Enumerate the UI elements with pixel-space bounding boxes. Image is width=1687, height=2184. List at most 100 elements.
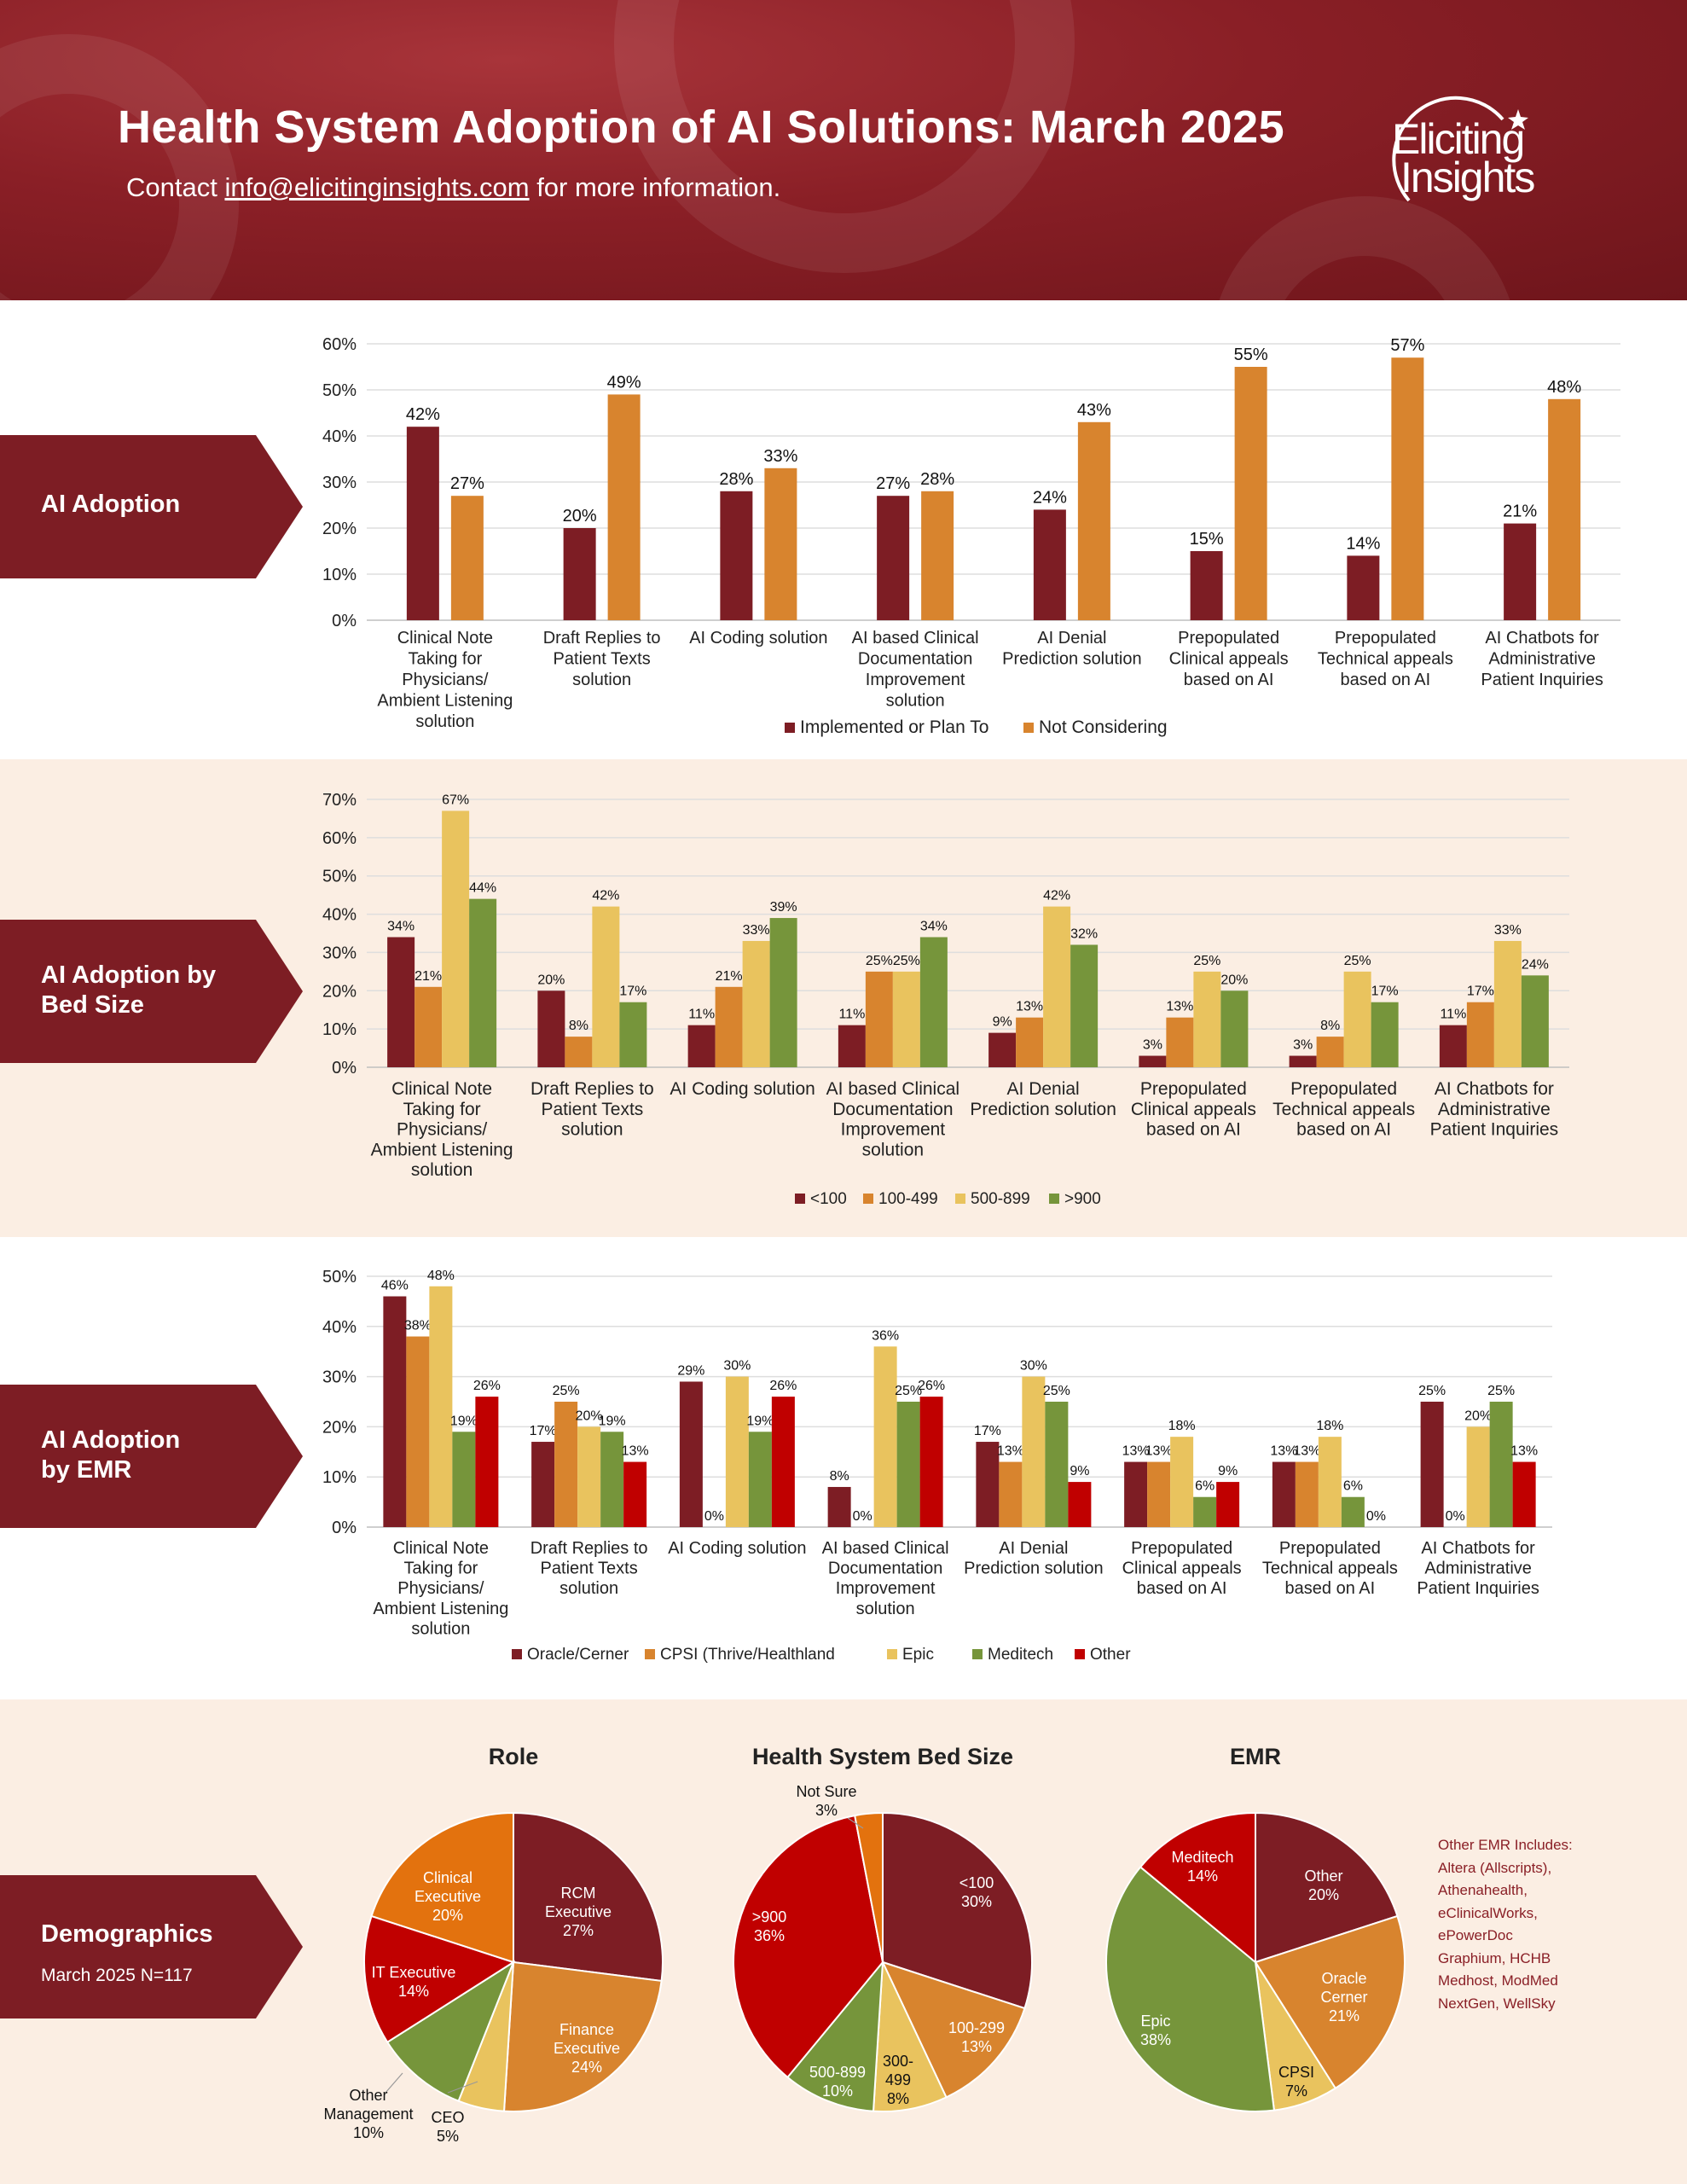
- data-label: 11%: [1440, 1008, 1466, 1022]
- bar: [1193, 971, 1221, 1067]
- data-label: 26%: [473, 1379, 501, 1393]
- data-label: 13%: [1166, 1000, 1193, 1014]
- category-label: Patient Inquiries: [1417, 1579, 1539, 1598]
- data-label: 13%: [622, 1444, 649, 1459]
- demographics-label-text: Demographics: [41, 1920, 213, 1948]
- bar: [1077, 421, 1110, 620]
- bar: [687, 1025, 716, 1067]
- bar: [577, 1426, 601, 1527]
- data-label: 25%: [553, 1384, 580, 1398]
- data-label: 39%: [770, 900, 797, 915]
- category-label: Prepopulated: [1335, 629, 1436, 648]
- category-label: Patient Texts: [554, 650, 651, 669]
- category-label: Prepopulated: [1178, 629, 1279, 648]
- pie-slice: [1255, 1811, 1399, 1964]
- category-label: Taking for: [404, 1560, 478, 1578]
- pie-title: Health System Bed Size: [752, 1744, 1013, 1769]
- bar: [1420, 1402, 1444, 1527]
- bar: [1512, 1461, 1536, 1527]
- data-label: 14%: [1346, 534, 1380, 553]
- category-label: based on AI: [1341, 671, 1431, 689]
- data-label: 25%: [1043, 1384, 1070, 1398]
- bar: [1220, 990, 1249, 1067]
- data-label: 57%: [1390, 336, 1424, 355]
- bar: [1068, 1482, 1092, 1527]
- category-label: based on AI: [1285, 1579, 1376, 1598]
- data-label: 3%: [1143, 1038, 1162, 1053]
- y-tick-label: 50%: [322, 1268, 357, 1287]
- y-tick-label: 20%: [322, 982, 357, 1001]
- bar: [1343, 971, 1371, 1067]
- bed-size-chart: 0% 10% 20% 30% 40% 50% 60% 70% 34% 21% 67% 44% Clini…: [322, 791, 1569, 1208]
- category-label: Improvement: [836, 1579, 936, 1598]
- data-label: 43%: [1077, 401, 1111, 420]
- category-label: Draft Replies to: [543, 629, 661, 648]
- legend-swatch: [1049, 1194, 1059, 1204]
- pie-label: Other 20%: [1304, 1867, 1342, 1903]
- emr-label: AI Adoption by EMR: [0, 1385, 303, 1528]
- y-tick-label: 60%: [322, 829, 357, 848]
- data-label: 25%: [893, 954, 920, 968]
- data-label: 19%: [599, 1414, 626, 1428]
- contact-email-link[interactable]: info@elicitinginsights.com: [224, 172, 530, 202]
- data-label: 9%: [1218, 1464, 1238, 1478]
- legend-swatch: [795, 1194, 805, 1204]
- bar: [1466, 1426, 1490, 1527]
- bar: [469, 898, 497, 1067]
- bar: [679, 1381, 703, 1527]
- data-label: 8%: [830, 1469, 849, 1484]
- category-label: Technical appeals: [1272, 1100, 1415, 1119]
- pie-label: Oracle Cerner 21%: [1320, 1970, 1367, 2024]
- data-label: 34%: [387, 919, 415, 933]
- y-tick-label: 50%: [322, 381, 357, 400]
- legend-swatch: [887, 1649, 897, 1659]
- bar: [1548, 398, 1581, 620]
- bed-size-pie-chart: Health System Bed Size <100 30% 100-299 13% 3…: [733, 1744, 1033, 2112]
- category-label: Administrative: [1438, 1100, 1551, 1119]
- y-tick-label: 50%: [322, 868, 357, 886]
- data-label: 17%: [974, 1424, 1001, 1438]
- bar: [1033, 509, 1066, 620]
- data-label: 48%: [427, 1269, 455, 1283]
- data-label: 27%: [450, 474, 484, 493]
- bar: [877, 496, 910, 620]
- pie-label: >900 36%: [752, 1908, 787, 1944]
- legend-entry: CPSI (Thrive/Healthland: [660, 1646, 835, 1664]
- category-label: Physicians/: [402, 671, 489, 689]
- data-label: 25%: [1193, 954, 1220, 968]
- bar: [1016, 1017, 1044, 1067]
- bar: [450, 496, 484, 620]
- category-label: based on AI: [1137, 1579, 1227, 1598]
- pie-label: Epic 38%: [1140, 2013, 1171, 2048]
- pie-label: CEO 5%: [431, 2109, 464, 2145]
- pie-slice: [1254, 1914, 1406, 2090]
- contact-suffix: for more information.: [529, 172, 781, 202]
- bar: [748, 1432, 772, 1527]
- legend-swatch: [645, 1649, 655, 1659]
- data-label: 30%: [1020, 1359, 1047, 1374]
- gear-decoration: [0, 34, 239, 300]
- pie-label: IT Executive 14%: [372, 1964, 456, 2000]
- demographics-label: Demographics March 2025 N=117: [0, 1875, 303, 2018]
- data-label: 13%: [1122, 1444, 1150, 1459]
- category-label: Ambient Listening: [373, 1600, 508, 1618]
- bar: [1070, 944, 1099, 1067]
- bed-size-label: AI Adoption by Bed Size: [0, 920, 303, 1063]
- bar: [1493, 940, 1522, 1067]
- data-label: 13%: [1145, 1444, 1173, 1459]
- data-label: 9%: [1070, 1464, 1089, 1478]
- bar: [919, 937, 948, 1067]
- category-label: Clinical Note: [393, 1539, 489, 1558]
- legend-entry: Not Considering: [1039, 717, 1168, 737]
- emr-chart: 0% 10% 20% 30% 40% 50% 46% 38% 48% 19% 26% Clinical…: [322, 1268, 1552, 1664]
- data-label: 29%: [677, 1363, 704, 1378]
- data-label: 8%: [569, 1019, 588, 1033]
- bar: [619, 1002, 647, 1067]
- pie-slice: [1139, 1811, 1256, 1965]
- bar: [452, 1432, 476, 1527]
- data-label: 25%: [1418, 1384, 1446, 1398]
- data-label: 24%: [1522, 957, 1549, 972]
- legend-swatch: [1075, 1649, 1085, 1659]
- contact-prefix: Contact: [126, 172, 225, 202]
- data-label: 28%: [920, 470, 954, 489]
